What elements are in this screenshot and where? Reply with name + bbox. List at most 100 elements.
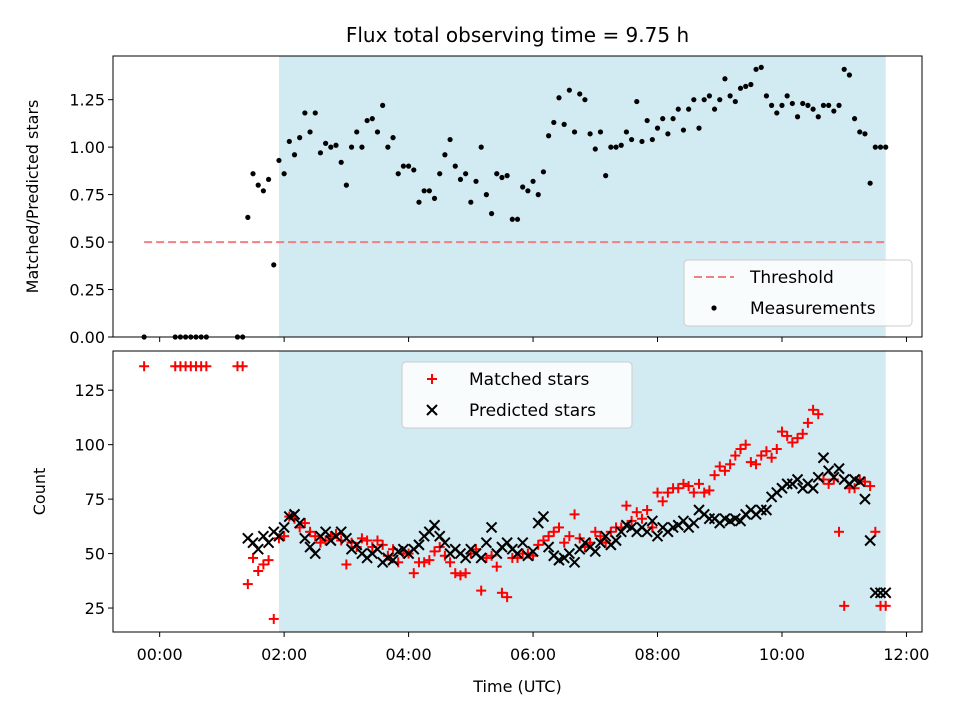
predicted-star-point [651, 530, 664, 542]
matched-star-point [756, 450, 767, 461]
measurement-point [577, 91, 583, 97]
predicted-star-point [879, 587, 892, 599]
measurement-point [483, 192, 489, 198]
bottom-legend-box [401, 361, 633, 429]
measurement-point [369, 116, 375, 122]
matched-star-point [761, 446, 772, 457]
matched-star-point [242, 579, 253, 590]
y-tick-label: 25 [85, 599, 105, 618]
predicted-star-point [869, 587, 882, 599]
predicted-star-point [781, 478, 793, 490]
measurement-point [711, 106, 718, 112]
measurement-point [540, 169, 547, 175]
matched-star-point [268, 613, 279, 624]
measurement-point [686, 106, 692, 112]
predicted-star-point [641, 526, 653, 538]
measurement-point [851, 116, 858, 122]
matched-star-point [502, 592, 513, 603]
x-tick-label: 06:00 [510, 645, 556, 664]
measurement-point [535, 192, 541, 198]
y-tick-label: 75 [85, 490, 105, 509]
matched-star-point [859, 476, 870, 487]
matched-star-point [315, 537, 326, 548]
predicted-star-point [439, 536, 451, 549]
matched-star-point [797, 428, 808, 439]
measurement-point [846, 72, 852, 78]
measurement-point [789, 100, 795, 107]
matched-star-point [310, 531, 321, 542]
predicted-star-point [278, 521, 290, 534]
measurement-point [820, 102, 827, 108]
x-axis-label: Time (UTC) [472, 677, 561, 696]
matched-star-point [248, 552, 259, 563]
bottom-y-axis-label: Count [30, 468, 49, 516]
measurement-point [317, 150, 324, 156]
matched-star-point [808, 404, 819, 415]
matched-star-point [673, 483, 684, 494]
measurement-point [291, 152, 298, 158]
matched-star-point [865, 481, 876, 492]
measurement-point [359, 144, 365, 150]
measurement-point [551, 119, 557, 126]
measurement-point [779, 102, 785, 108]
measurement-point [442, 152, 448, 158]
matched-star-point [725, 459, 736, 470]
measurement-point [769, 102, 775, 108]
matched-star-point [372, 535, 383, 546]
matched-star-point [445, 557, 456, 568]
x-tick-label: 00:00 [137, 645, 183, 664]
top-panel: 0.00 0.25 0.50 0.75 1.00 1.25 Flux total obse… [23, 23, 923, 347]
measurement-point [463, 171, 469, 177]
measurement-point [323, 140, 329, 146]
bottom-x-ticks: 00:00 02:00 04:00 06:00 08:00 10:00 12:00 [137, 632, 929, 664]
predicted-stars-points [242, 452, 892, 599]
matched-star-point [751, 459, 762, 470]
predicted-star-point [755, 504, 767, 516]
measurement-point [374, 129, 381, 135]
measurement-point [525, 188, 531, 194]
measurement-point [328, 144, 334, 150]
predicted-star-point [817, 452, 830, 464]
matched-star-point [834, 526, 845, 537]
matched-star-point [553, 522, 564, 533]
y-tick-label: 1.00 [69, 138, 105, 157]
measurement-point [758, 64, 764, 70]
matched-star-point [476, 585, 487, 596]
measurement-point [722, 76, 728, 82]
predicted-star-point [309, 547, 321, 560]
matched-star-point [631, 507, 642, 518]
measurement-point [603, 173, 609, 179]
matched-star-point [678, 478, 689, 489]
measurements-points [141, 64, 889, 340]
measurement-point [727, 93, 733, 99]
measurement-point [561, 121, 567, 127]
predicted-star-point [812, 471, 824, 484]
top-y-ticks: 0.00 0.25 0.50 0.75 1.00 1.25 [69, 91, 113, 347]
matched-star-point [683, 481, 694, 492]
chart-title: Flux total observing time = 9.75 h [346, 23, 689, 47]
measurement-point [763, 93, 770, 99]
matched-star-point [253, 566, 264, 577]
measurement-point [608, 144, 614, 150]
measurement-point [302, 110, 308, 116]
measurement-point [385, 144, 391, 150]
measurement-point [753, 66, 759, 72]
measurement-point [634, 98, 640, 105]
matched-star-point [496, 587, 507, 598]
measurement-point [872, 144, 878, 150]
bottom-y-ticks: 25 50 75 100 125 [74, 381, 113, 618]
measurement-point [437, 171, 443, 177]
matched-star-point [771, 444, 782, 455]
matched-star-point [201, 361, 212, 372]
measurement-point [592, 146, 598, 152]
matched-star-point [766, 452, 777, 463]
predicted-star-point [293, 517, 306, 529]
measurement-point [794, 114, 801, 120]
bottom-plot-frame [112, 350, 923, 633]
predicted-star-point [480, 536, 493, 549]
matched-star-point [460, 568, 471, 579]
matched-star-point [709, 470, 720, 481]
matched-star-point [714, 461, 725, 472]
matched-star-point [564, 531, 575, 542]
measurement-point [494, 171, 500, 177]
